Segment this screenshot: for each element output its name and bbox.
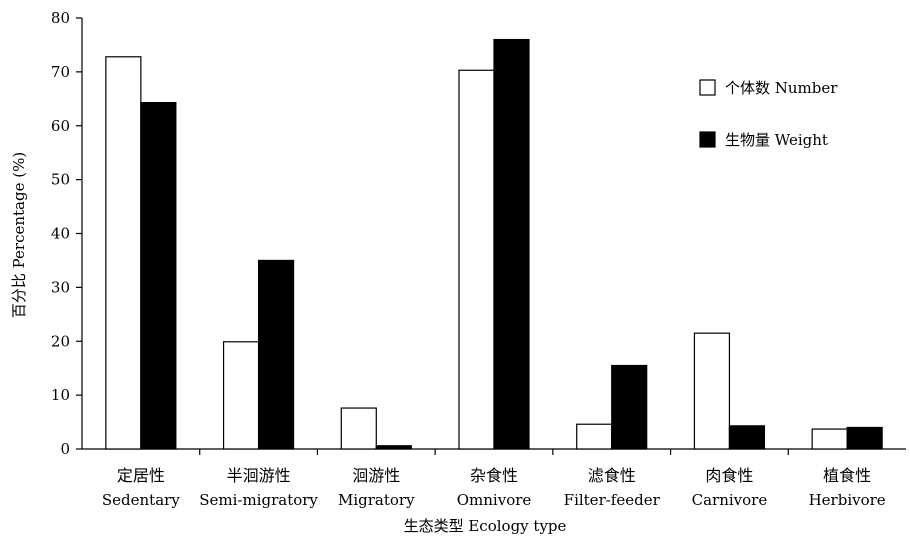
x-tick-label-en: Carnivore [692,491,768,509]
x-tick-label-zh: 滤食性 [588,466,636,485]
y-axis-title: 百分比 Percentage (%) [10,152,28,318]
legend-label-number: 个体数 Number [725,79,838,97]
bar-number-omnivore [458,69,495,450]
bar-number-sedentary [105,56,142,450]
x-tick-label-en: Semi-migratory [199,491,318,509]
y-tick-label: 20 [51,332,70,350]
x-tick-label-zh: 植食性 [823,466,871,485]
x-axis-category-labels: 定居性 Sedentary 半洄游性 Semi-migratory 洄游性 Migrato… [102,449,886,509]
x-tick-label-zh: 洄游性 [352,466,400,485]
y-axis-ticks: 0 10 20 30 40 50 60 70 80 [51,9,82,458]
y-tick-label: 70 [51,63,70,81]
legend-swatch-number [699,79,716,96]
bar-weight-carnivore [728,425,766,450]
y-tick-label: 40 [51,225,70,243]
bar-number-semi-migratory [222,341,260,450]
bars [105,38,883,450]
bar-weight-herbivore [846,426,883,450]
bar-weight-sedentary [140,101,177,450]
y-tick-label: 50 [51,171,70,189]
bar-weight-semi-migratory [257,259,295,450]
x-tick-label-en: Filter-feeder [564,491,661,509]
y-tick-label: 30 [51,278,70,296]
bar-weight-migratory [375,445,412,450]
y-tick-label: 60 [51,117,70,135]
x-tick-label-en: Sedentary [102,491,180,509]
bar-number-carnivore [693,332,731,450]
x-tick-label-zh: 杂食性 [470,466,518,485]
legend-swatch-weight [699,131,716,148]
x-tick-label-zh: 定居性 [117,466,165,485]
y-tick-label: 0 [60,440,70,458]
bar-number-herbivore [811,428,848,450]
y-tick-label: 80 [51,9,70,27]
legend: 个体数 Number 生物量 Weight [699,79,838,149]
legend-label-weight: 生物量 Weight [725,131,828,149]
x-tick-label-en: Herbivore [809,491,886,509]
bar-number-filter-feeder [576,423,613,450]
bar-weight-filter-feeder [611,364,648,450]
x-tick-label-en: Migratory [338,491,415,509]
bar-weight-omnivore [493,38,530,450]
y-tick-label: 10 [51,386,70,404]
x-tick-label-en: Omnivore [457,491,532,509]
x-tick-label-zh: 半洄游性 [227,466,291,485]
bar-number-migratory [340,407,377,450]
x-axis-title: 生态类型 Ecology type [404,517,567,535]
x-tick-label-zh: 肉食性 [705,466,753,485]
